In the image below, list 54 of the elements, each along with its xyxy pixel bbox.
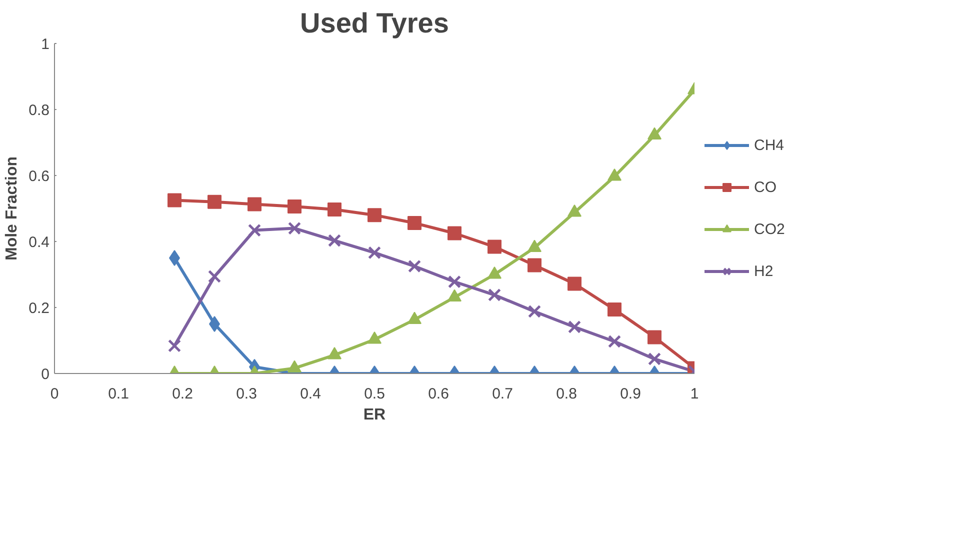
legend-label: CO2 xyxy=(754,220,785,238)
y-tick-label: 0.6 xyxy=(28,168,50,185)
point xyxy=(248,224,262,237)
point xyxy=(208,270,222,284)
point xyxy=(528,304,542,318)
x-tick-label: 0.1 xyxy=(108,386,129,402)
x-tick-label: 0.8 xyxy=(556,386,577,402)
point xyxy=(608,334,622,348)
point xyxy=(168,339,182,352)
point xyxy=(648,352,662,366)
point xyxy=(328,234,342,248)
x-tick-label: 1 xyxy=(690,386,699,402)
y-tick-label: 1 xyxy=(41,36,50,53)
point xyxy=(608,302,622,316)
x-tick-label: 0.6 xyxy=(428,386,449,402)
x-tick-label: 0.9 xyxy=(620,386,641,402)
point xyxy=(528,258,542,272)
point xyxy=(408,312,422,324)
legend-label: CH4 xyxy=(754,136,784,154)
point xyxy=(408,260,422,273)
y-axis-title: Mole Fraction xyxy=(4,156,21,261)
legend-label: CO xyxy=(754,178,776,196)
point xyxy=(288,222,302,235)
point xyxy=(208,194,222,209)
legend-label: H2 xyxy=(754,262,774,280)
point xyxy=(448,226,462,240)
point xyxy=(408,216,422,230)
chart-title: Used Tyres xyxy=(300,8,449,38)
x-tick-label: 0.3 xyxy=(236,386,257,402)
point xyxy=(288,200,302,214)
point xyxy=(568,276,582,291)
x-axis-title: ER xyxy=(363,406,386,424)
point xyxy=(248,197,262,212)
y-tick-label: 0 xyxy=(41,366,50,383)
point xyxy=(288,360,302,372)
point xyxy=(168,193,182,208)
point xyxy=(448,275,462,288)
point xyxy=(568,320,582,334)
y-tick-label: 0.8 xyxy=(28,102,50,119)
x-tick-label: 0.2 xyxy=(172,386,193,402)
point xyxy=(648,330,662,344)
point xyxy=(368,246,382,260)
y-tick-label: 0.2 xyxy=(28,300,50,317)
point xyxy=(368,208,382,222)
point xyxy=(488,288,502,302)
x-tick-label: 0.5 xyxy=(364,386,385,402)
point xyxy=(368,332,382,344)
point xyxy=(328,202,342,216)
x-tick-label: 0.7 xyxy=(492,386,513,402)
point xyxy=(448,289,462,302)
y-tick-label: 0.4 xyxy=(28,234,50,251)
x-tick-label: 0.4 xyxy=(300,386,321,402)
point xyxy=(328,347,342,360)
point xyxy=(488,240,502,254)
